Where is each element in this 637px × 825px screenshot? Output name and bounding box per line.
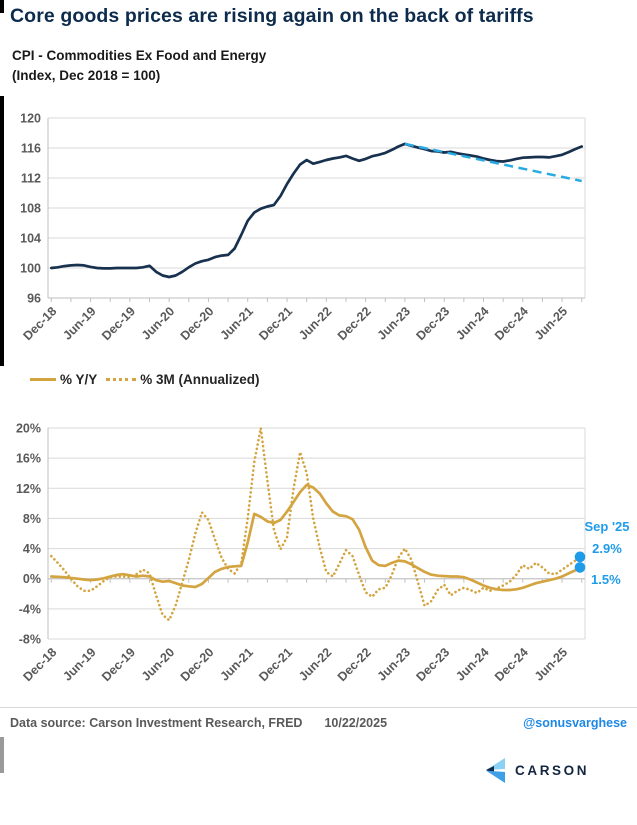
data-source-text: Data source: Carson Investment Research,… [10,716,303,730]
carson-brand-text: CARSON [515,763,590,778]
yoy-and-3m-rate-line-chart: -8%-4%0%4%8%12%16%20%Dec-18 Jun-19 Dec-19 J… [16,422,630,685]
svg-text:Dec-21: Dec-21 [256,304,295,343]
svg-text:96: 96 [27,292,41,306]
x-axis-labels: Dec-18 Jun-19 Dec-19 Jun-20 Dec-20 Jun-21 Dec-… [21,304,571,343]
x-axis-ticks [50,298,583,302]
screen-edge-artifact-top [0,0,4,13]
svg-text:Dec-20: Dec-20 [178,304,217,343]
svg-text:108: 108 [20,202,41,216]
svg-text:Jun-25: Jun-25 [532,304,570,342]
svg-text:20%: 20% [16,422,41,436]
gridlines [48,427,585,640]
svg-text:104: 104 [20,232,41,246]
chart-subtitle: CPI - Commodities Ex Food and Energy (In… [12,46,266,85]
svg-text:Jun-19: Jun-19 [60,304,98,342]
svg-text:Jun-21: Jun-21 [217,645,255,683]
svg-text:Jun-22: Jun-22 [296,304,334,342]
svg-text:100: 100 [20,262,41,276]
svg-text:Dec-21: Dec-21 [256,645,295,684]
svg-text:Dec-20: Dec-20 [178,645,217,684]
svg-text:Jun-19: Jun-19 [60,645,98,683]
svg-text:Dec-23: Dec-23 [413,304,452,343]
svg-text:Jun-21: Jun-21 [217,304,255,342]
svg-text:0%: 0% [23,572,41,586]
footer: Data source: Carson Investment Research,… [10,716,627,730]
svg-text:Dec-24: Dec-24 [492,645,531,684]
yoy-solid-line-swatch-icon [30,378,56,381]
svg-text:Jun-22: Jun-22 [296,645,334,683]
y-axis-labels: -8% -4% 0% 4% 8% 12% 16% 20% [16,422,41,647]
series-pre-tariff-trend [404,142,582,183]
screen-edge-artifact-middle [0,96,4,366]
svg-text:116: 116 [21,142,41,156]
svg-text:Dec-19: Dec-19 [99,304,138,343]
three-month-dotted-line-swatch-icon [106,378,137,381]
svg-text:Dec-18: Dec-18 [21,304,60,343]
latest-yoy-marker-dot [574,562,586,573]
author-handle: @sonusvarghese [523,716,627,730]
page-title: Core goods prices are rising again on th… [10,5,534,27]
x-axis-ticks [50,578,583,583]
chart-date: 10/22/2025 [324,716,388,730]
legend-item-3m: % 3M (Annualized) [106,372,260,387]
series-yoy [49,483,584,592]
svg-text:Jun-20: Jun-20 [139,304,177,342]
svg-text:Jun-24: Jun-24 [453,304,491,342]
legend-label-3m: % 3M (Annualized) [140,372,260,387]
gridlines [48,117,585,299]
svg-text:Jun-25: Jun-25 [532,645,570,683]
svg-text:Jun-20: Jun-20 [139,645,177,683]
svg-text:Dec-24: Dec-24 [492,304,531,343]
svg-text:Dec-18: Dec-18 [21,645,60,684]
svg-text:4%: 4% [23,542,41,556]
legend-label-yoy: % Y/Y [60,372,98,387]
screen-edge-artifact-bottom [0,737,4,773]
svg-text:8%: 8% [23,512,41,526]
svg-text:112: 112 [21,172,41,186]
x-axis-labels: Dec-18 Jun-19 Dec-19 Jun-20 Dec-20 Jun-21 Dec-… [21,645,571,684]
svg-text:Dec-23: Dec-23 [413,645,452,684]
legend: % Y/Y % 3M (Annualized) [30,372,260,387]
carson-logo: CARSON [484,757,589,784]
svg-text:-4%: -4% [19,602,41,616]
annotation-3m-value: 2.9% [592,541,622,556]
svg-text:Jun-23: Jun-23 [375,645,413,683]
svg-text:Jun-24: Jun-24 [453,645,491,683]
chart-subtitle-line2: (Index, Dec 2018 = 100) [12,67,161,83]
series-cpi-index [49,142,584,279]
y-axis-labels: 96 100 104 108 112 116 120 [20,112,41,306]
svg-text:120: 120 [20,112,41,126]
footer-divider [0,707,637,708]
svg-text:Dec-22: Dec-22 [335,304,374,343]
carson-arrow-icon [486,758,505,783]
chart-subtitle-line1: CPI - Commodities Ex Food and Energy [12,48,267,63]
svg-text:16%: 16% [16,452,41,466]
svg-text:12%: 12% [16,482,41,496]
svg-text:Jun-23: Jun-23 [375,304,413,342]
series-three-month-annualized [50,427,583,623]
svg-text:-8%: -8% [19,633,41,647]
svg-text:Dec-19: Dec-19 [99,645,138,684]
legend-item-yoy: % Y/Y [30,372,97,387]
latest-3m-marker-dot [574,551,586,563]
annotation-yoy-value: 1.5% [591,572,621,587]
svg-text:Dec-22: Dec-22 [335,645,374,684]
annotation-date-label: Sep '25 [584,519,629,534]
